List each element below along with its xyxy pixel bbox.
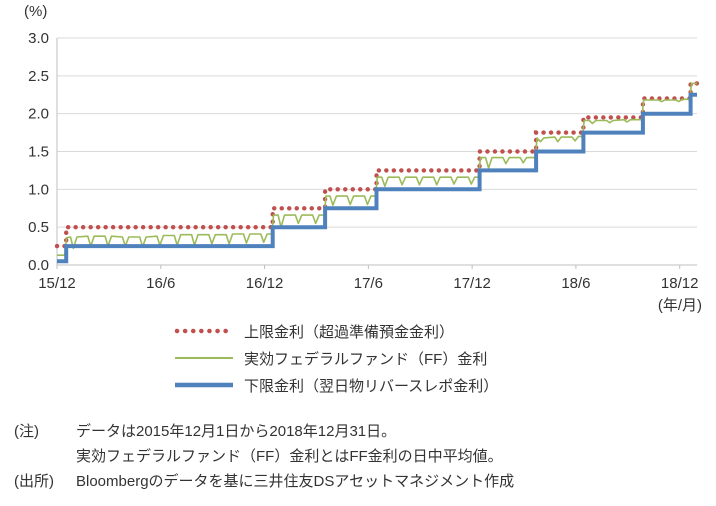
x-axis-unit-label: (年/月) bbox=[658, 297, 702, 314]
effective-ff-legend-marker bbox=[175, 357, 233, 359]
legend-label-lower-limit: 下限金利（翌日物リバースレポ金利） bbox=[244, 377, 499, 395]
y-axis-unit-label: (%) bbox=[24, 3, 47, 20]
x-axis-tick-label: 17/6 bbox=[354, 275, 383, 292]
rate-chart: 0.0 0.5 1.0 1.5 2.0 2.5 3.0 15/12 16/6 16/12 17/6 1… bbox=[24, 3, 702, 314]
legend-label-upper-limit: 上限金利（超過準備預金金利） bbox=[244, 323, 455, 341]
lower-limit-legend-marker bbox=[175, 382, 233, 388]
legend-item-lower-limit: 下限金利（翌日物リバースレポ金利） bbox=[173, 374, 498, 396]
series-upper-limit-line bbox=[54, 81, 700, 249]
x-axis-tick-label: 16/12 bbox=[246, 275, 284, 292]
note-label-spacer bbox=[14, 445, 76, 468]
x-axis-tick-label: 17/12 bbox=[453, 275, 491, 292]
x-axis-tick-label: 18/12 bbox=[661, 275, 699, 292]
series-lower-limit-line bbox=[57, 92, 697, 264]
source-text: Bloombergのデータを基に三井住友DSアセットマネジメント作成 bbox=[76, 473, 515, 490]
note-text-line1: データは2015年12月1日から2018年12月31日。 bbox=[76, 423, 397, 440]
x-axis-tick-label: 16/6 bbox=[146, 275, 175, 292]
legend: 上限金利（超過準備預金金利） 実効フェデラルファンド（FF）金利 下限金利（翌日… bbox=[173, 320, 498, 401]
x-axis-tick-label: 15/12 bbox=[38, 275, 76, 292]
note-label: (注) bbox=[14, 423, 39, 440]
y-axis-tick-label: 0.0 bbox=[28, 257, 49, 274]
y-axis-tick-label: 0.5 bbox=[28, 219, 49, 236]
y-axis-tick-label: 2.0 bbox=[28, 106, 49, 123]
upper-limit-legend-marker bbox=[174, 328, 234, 334]
legend-item-effective-ff: 実効フェデラルファンド（FF）金利 bbox=[173, 347, 498, 369]
y-axis-tick-label: 1.0 bbox=[28, 181, 49, 198]
series-effective-ff-line bbox=[57, 82, 697, 256]
footnotes: (注) データは2015年12月1日から2018年12月31日。 実効フェデラル… bbox=[14, 420, 708, 493]
y-axis-tick-label: 3.0 bbox=[28, 30, 49, 47]
source-label: (出所) bbox=[14, 473, 54, 490]
note-text-line2: 実効フェデラルファンド（FF）金利とはFF金利の日中平均値。 bbox=[76, 448, 503, 465]
x-axis-tick-label: 18/6 bbox=[561, 275, 590, 292]
y-axis-tick-label: 1.5 bbox=[28, 144, 49, 161]
legend-item-upper-limit: 上限金利（超過準備預金金利） bbox=[173, 320, 498, 342]
y-axis-tick-label: 2.5 bbox=[28, 68, 49, 85]
legend-label-effective-ff: 実効フェデラルファンド（FF）金利 bbox=[244, 350, 488, 368]
